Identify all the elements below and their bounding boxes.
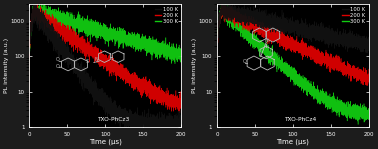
Text: TXO-PhCz4: TXO-PhCz4 [284, 117, 316, 122]
Y-axis label: PL intensity (a.u.): PL intensity (a.u.) [4, 38, 9, 93]
Y-axis label: PL intensity (a.u.): PL intensity (a.u.) [192, 38, 197, 93]
X-axis label: Time (μs): Time (μs) [89, 138, 122, 145]
Text: TXO-PhCz3: TXO-PhCz3 [97, 117, 129, 122]
Legend: 100 K, 200 K, 300 K: 100 K, 200 K, 300 K [154, 7, 178, 24]
Legend: 100 K, 200 K, 300 K: 100 K, 200 K, 300 K [342, 7, 366, 24]
X-axis label: Time (μs): Time (μs) [276, 138, 309, 145]
